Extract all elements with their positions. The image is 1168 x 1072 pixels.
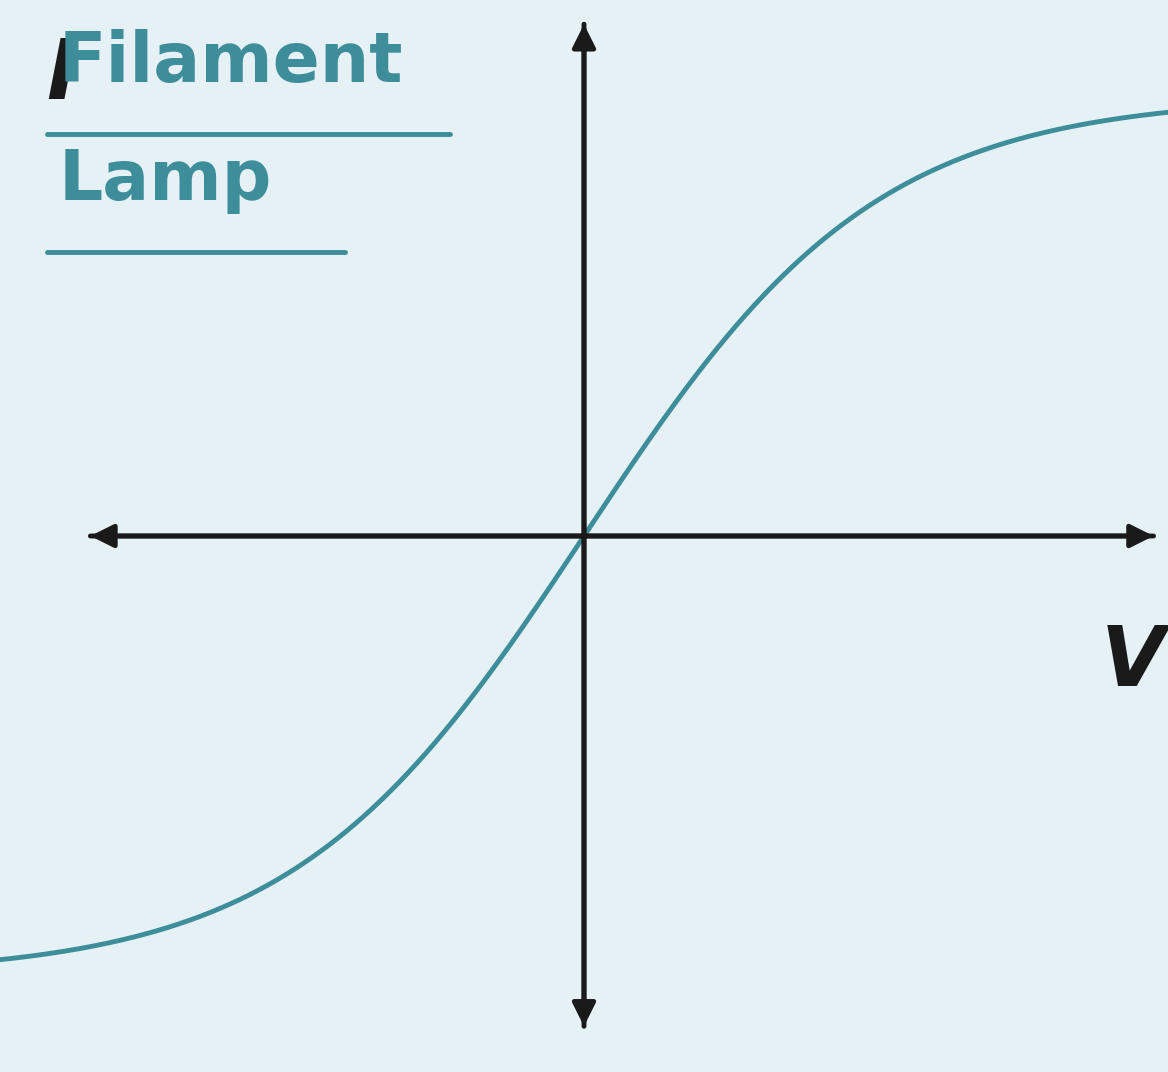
Text: Lamp: Lamp: [58, 147, 272, 214]
Text: Filament: Filament: [58, 30, 403, 96]
Text: I: I: [47, 34, 78, 116]
Text: V: V: [1100, 622, 1166, 703]
